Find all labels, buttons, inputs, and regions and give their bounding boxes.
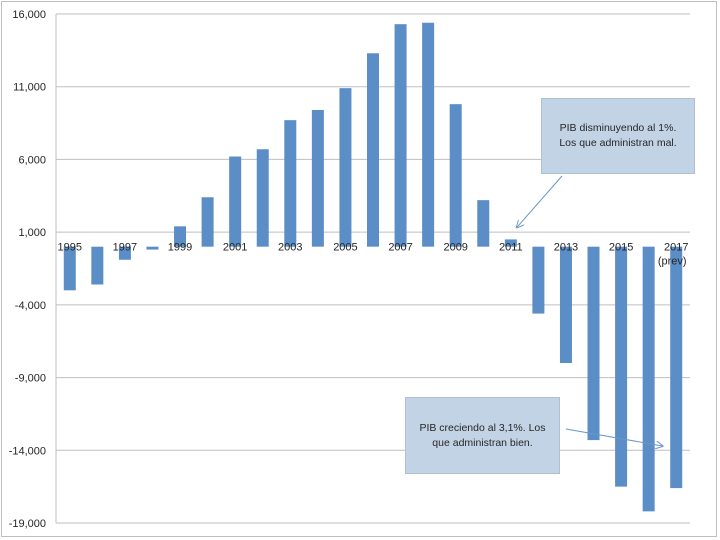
x-tick-label: 1997 [113, 242, 137, 254]
bar-2012 [532, 246, 545, 314]
y-axis-tick-labels: 16,000 11,000 6,000 1,000 -4,000 -9,000 -14,00… [9, 9, 46, 530]
x-tick-label: 1995 [58, 242, 82, 254]
bar-2009 [449, 104, 462, 247]
bar-2006 [367, 53, 379, 247]
y-tick-label: -14,000 [9, 445, 46, 457]
bar-2015 [615, 246, 628, 487]
x-axis-tick-labels: 1995 1997 1999 2001 2003 2005 2007 2009 2011 2013… [58, 242, 689, 268]
arrow-growth [565, 428, 663, 446]
bar-2010 [477, 200, 490, 247]
x-tick-label: 2005 [333, 242, 357, 254]
bar-2014 [587, 246, 600, 441]
bar-2017 [670, 246, 683, 489]
y-tick-label: -19,000 [9, 518, 46, 530]
arrow-decline [517, 175, 563, 227]
annotation-text-growth: PIB creciendo al 3,1%. Los que administr… [419, 421, 546, 449]
bar-2005 [339, 88, 352, 247]
bar-2004 [311, 109, 324, 247]
bar-1997 [118, 246, 131, 260]
bar-2013 [559, 246, 572, 364]
bar-2011 [504, 239, 517, 247]
y-tick-label: 1,000 [18, 227, 46, 239]
bar-2016 [642, 246, 655, 512]
x-tick-label-prev: (prev) [658, 256, 687, 268]
x-tick-label: 2009 [443, 242, 467, 254]
y-tick-label: -9,000 [15, 373, 46, 385]
y-tick-label: 16,000 [12, 9, 46, 21]
x-tick-label: 2001 [223, 242, 247, 254]
x-tick-label: 1999 [168, 242, 192, 254]
y-tick-label: 11,000 [13, 82, 46, 94]
y-tick-label: -4,000 [15, 300, 46, 312]
bar-1998 [146, 246, 159, 250]
x-tick-label: 2013 [554, 242, 578, 254]
y-tick-label: 6,000 [18, 154, 46, 166]
bar-1995 [63, 246, 76, 291]
gridlines [55, 13, 690, 524]
x-tick-label: 2003 [278, 242, 302, 254]
x-tick-label: 2007 [388, 242, 412, 254]
bar-2000 [201, 197, 214, 247]
x-tick-label: 2015 [609, 242, 633, 254]
x-tick-label: 2011 [499, 242, 523, 254]
annotation-text-decline: PIB disminuyendo al 1%. Los que administ… [559, 122, 677, 149]
annotation-box-growth: PIB creciendo al 3,1%. Los que administr… [405, 397, 560, 474]
bar-2002 [256, 149, 269, 247]
bar-2008 [422, 22, 435, 247]
bar-2003 [284, 120, 297, 247]
bar-2007 [394, 24, 407, 247]
annotation-box-decline: PIB disminuyendo al 1%. Los que administ… [541, 98, 695, 174]
bar-1999 [174, 226, 187, 247]
bars [63, 22, 683, 512]
x-tick-label: 2017 [664, 242, 688, 254]
callout-arrows [517, 175, 663, 446]
bar-1996 [91, 246, 104, 285]
bar-2001 [229, 156, 242, 247]
